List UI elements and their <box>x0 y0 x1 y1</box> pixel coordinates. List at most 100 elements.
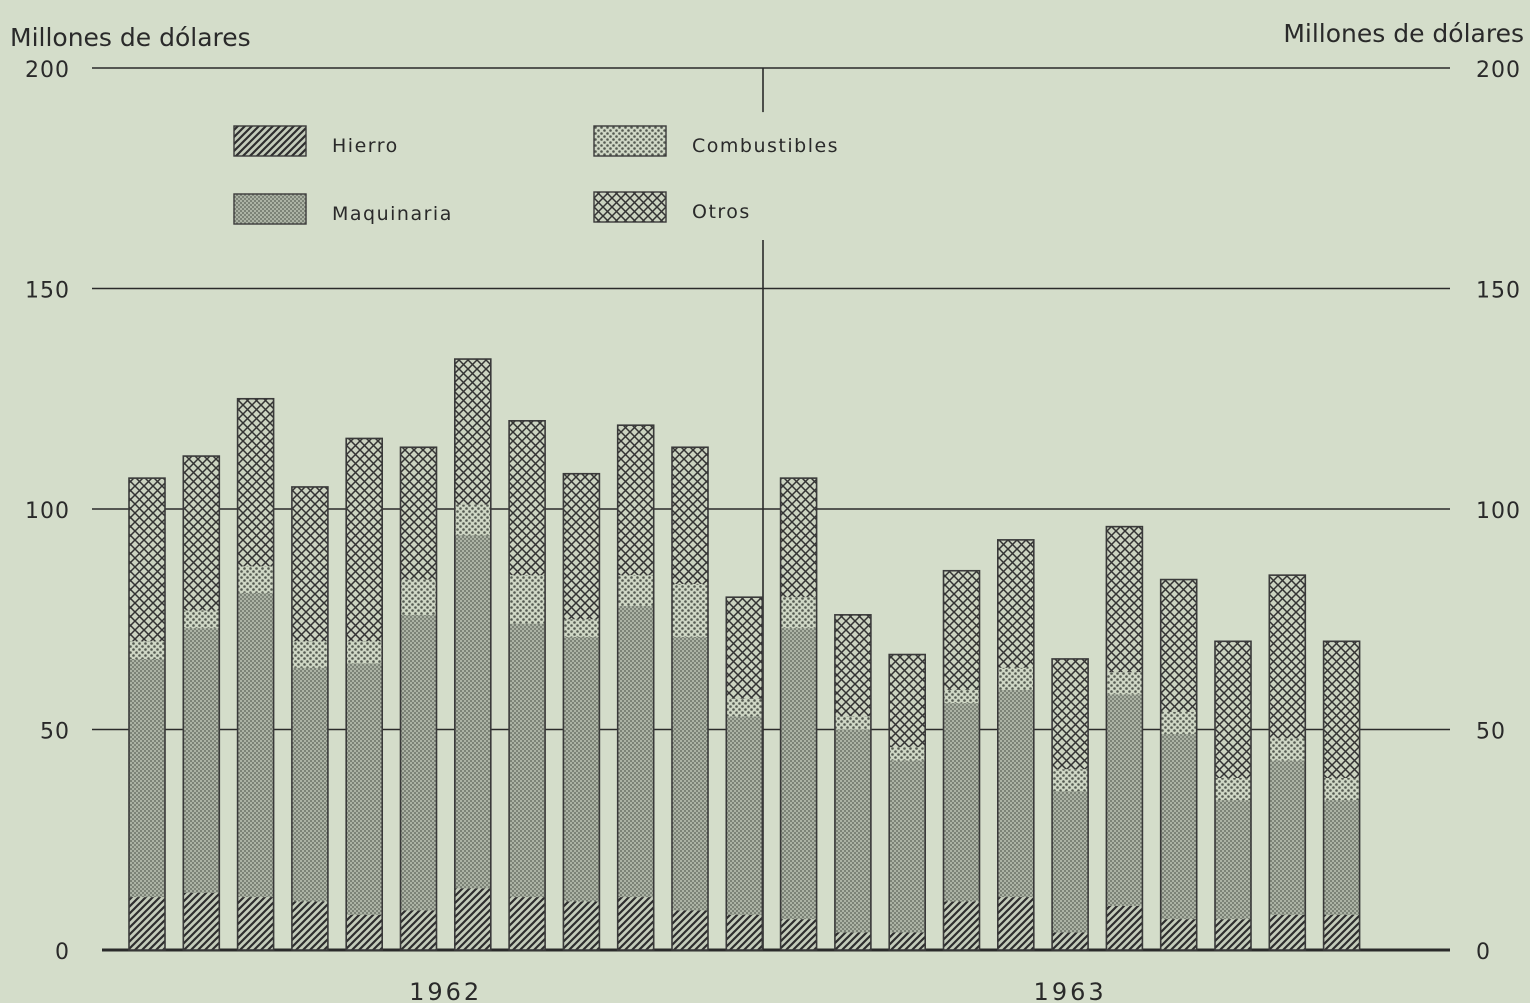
bar-segment-hierro <box>509 897 546 950</box>
bar-stack-23 <box>1322 640 1361 951</box>
bar-segment-hierro <box>183 892 220 950</box>
legend-swatch-maquinaria <box>233 193 307 225</box>
bar-outline <box>562 472 601 951</box>
bar-outline <box>453 358 492 951</box>
bar-segment-hierro <box>291 901 328 950</box>
bar-segment-combustibles <box>291 641 328 668</box>
bar-segment-hierro <box>346 914 383 950</box>
bar-outline <box>236 397 275 951</box>
bar-stack-20 <box>1159 578 1198 951</box>
bar-segment-hierro <box>780 919 817 950</box>
bar-outline <box>1322 640 1361 951</box>
bar-segment-maquinaria <box>1052 791 1089 933</box>
legend-label-otros: Otros <box>692 201 751 223</box>
bar-segment-hierro <box>1323 914 1360 950</box>
bar-segment-combustibles <box>780 597 817 629</box>
bar-stack-18 <box>1051 658 1089 951</box>
bar-segment-maquinaria <box>237 592 274 898</box>
bar-segment-otros <box>1269 575 1306 739</box>
bar-segment-maquinaria <box>1323 800 1360 915</box>
bar-segment-hierro <box>943 901 980 950</box>
bar-segment-maquinaria <box>726 716 763 915</box>
bar-outline <box>128 477 166 951</box>
bar-segment-maquinaria <box>291 667 328 902</box>
bar-segment-maquinaria <box>1106 694 1143 906</box>
y-tick-right-100: 100 <box>1476 499 1521 524</box>
bar-outline <box>888 653 927 951</box>
bar-segment-hierro <box>1160 919 1197 950</box>
bar-segment-hierro <box>1106 905 1143 950</box>
y-tick-left-100: 100 <box>25 499 70 524</box>
bar-outline <box>1159 578 1198 951</box>
bar-segment-hierro <box>454 888 491 950</box>
bar-outline <box>182 455 221 951</box>
bar-segment-hierro <box>129 897 165 950</box>
bar-stack-15 <box>888 653 927 951</box>
bar-outline <box>616 424 655 951</box>
legend-swatch-otros <box>593 191 667 223</box>
bar-stack-6 <box>399 446 438 951</box>
bar-segment-combustibles <box>672 583 708 637</box>
bar-segment-otros <box>346 438 383 642</box>
year-label-1963: 1963 <box>1034 978 1107 1003</box>
y-tick-left-0: 0 <box>55 940 70 965</box>
bar-segment-combustibles <box>834 716 871 730</box>
bar-stack-11 <box>671 446 709 951</box>
bar-segment-combustibles <box>1269 738 1306 761</box>
bar-segment-hierro <box>617 897 654 950</box>
bar-stack-22 <box>1268 574 1307 951</box>
bar-segment-combustibles <box>237 566 274 593</box>
bar-segment-otros <box>454 359 491 505</box>
bar-segment-maquinaria <box>1215 800 1251 920</box>
bar-stack-13 <box>779 477 818 951</box>
bar-outline <box>942 569 981 951</box>
bar-segment-maquinaria <box>129 658 165 898</box>
bar-segment-otros <box>1160 579 1197 712</box>
bar-segment-combustibles <box>563 619 600 637</box>
bar-segment-combustibles <box>943 689 980 704</box>
bar-segment-hierro <box>1215 919 1251 950</box>
bar-segment-hierro <box>400 910 437 950</box>
bar-stack-9 <box>562 472 601 951</box>
bar-outline <box>508 419 546 951</box>
bar-stack-21 <box>1214 640 1252 951</box>
year-label-1962: 1962 <box>409 978 482 1003</box>
bar-outline <box>345 437 384 951</box>
bar-segment-otros <box>291 486 328 642</box>
bar-outline <box>834 614 872 951</box>
bar-stack-16 <box>942 569 981 951</box>
bar-segment-maquinaria <box>834 729 871 933</box>
bar-segment-hierro <box>726 914 763 950</box>
y-tick-left-50: 50 <box>40 720 70 745</box>
bar-segment-combustibles <box>726 698 763 717</box>
bar-segment-hierro <box>1269 914 1306 950</box>
legend-label-maquinaria: Maquinaria <box>332 203 453 225</box>
bar-segment-otros <box>1106 526 1143 673</box>
bar-stack-10 <box>616 424 655 951</box>
bar-segment-combustibles <box>1160 711 1197 734</box>
bar-segment-hierro <box>834 932 871 950</box>
bar-outline <box>1214 640 1252 951</box>
legend-swatch-hierro <box>233 125 307 157</box>
bar-outline <box>1268 574 1307 951</box>
bar-segment-hierro <box>563 901 600 950</box>
bar-segment-maquinaria <box>183 628 220 893</box>
bar-segment-maquinaria <box>346 663 383 915</box>
bar-stack-17 <box>996 539 1035 951</box>
bar-segment-otros <box>726 597 763 699</box>
bar-segment-otros <box>1052 658 1089 770</box>
bar-outline <box>671 446 709 951</box>
bar-segment-maquinaria <box>1160 733 1197 920</box>
legend-label-hierro: Hierro <box>332 135 399 157</box>
bar-outline <box>1051 658 1089 951</box>
bar-segment-maquinaria <box>400 614 437 911</box>
bar-segment-hierro <box>889 932 926 950</box>
bar-segment-combustibles <box>509 575 546 624</box>
bar-segment-maquinaria <box>997 689 1034 898</box>
bar-segment-otros <box>943 570 980 690</box>
bar-segment-combustibles <box>454 504 491 536</box>
bar-segment-maquinaria <box>509 623 546 898</box>
bar-stack-4 <box>291 486 329 951</box>
bar-segment-otros <box>780 478 817 598</box>
bar-segment-otros <box>509 420 546 576</box>
